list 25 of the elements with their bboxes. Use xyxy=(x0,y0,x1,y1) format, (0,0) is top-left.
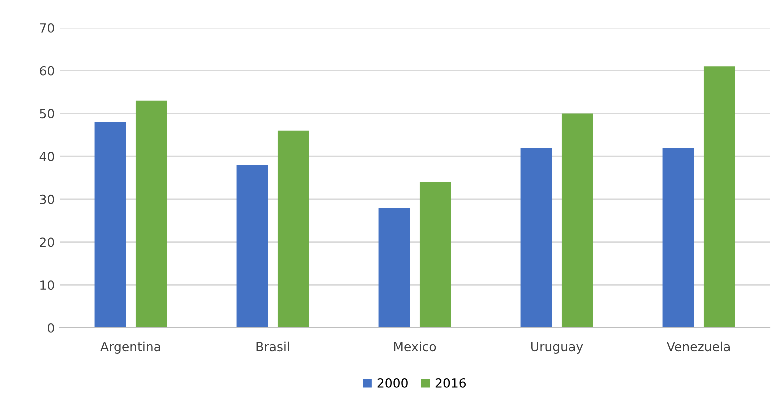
bar xyxy=(520,148,552,328)
y-tick-label: 40 xyxy=(40,152,54,162)
bar xyxy=(662,148,694,328)
bar xyxy=(420,182,452,328)
bar xyxy=(278,130,310,328)
y-tick-label: 70 xyxy=(40,23,54,33)
x-tick-label: Mexico xyxy=(394,342,436,352)
bar xyxy=(136,100,168,328)
y-tick-label: 50 xyxy=(40,109,54,119)
y-tick-label: 10 xyxy=(40,280,54,290)
bar xyxy=(704,66,736,328)
bar xyxy=(94,122,126,328)
y-tick-label: 60 xyxy=(40,66,54,76)
legend-label: 2016 xyxy=(436,378,466,388)
x-tick-label: Venezuela xyxy=(667,342,730,352)
y-tick-label: 30 xyxy=(40,194,54,204)
y-tick-label: 20 xyxy=(40,238,54,248)
x-tick-label: Argentina xyxy=(100,342,160,354)
bar xyxy=(562,114,594,328)
x-tick-label: Brasil xyxy=(256,342,290,352)
bar xyxy=(378,208,410,328)
x-tick-label: Uruguay xyxy=(532,342,584,354)
y-tick-label: 0 xyxy=(48,323,54,333)
bar xyxy=(236,165,268,328)
legend-label: 2000 xyxy=(378,378,408,388)
